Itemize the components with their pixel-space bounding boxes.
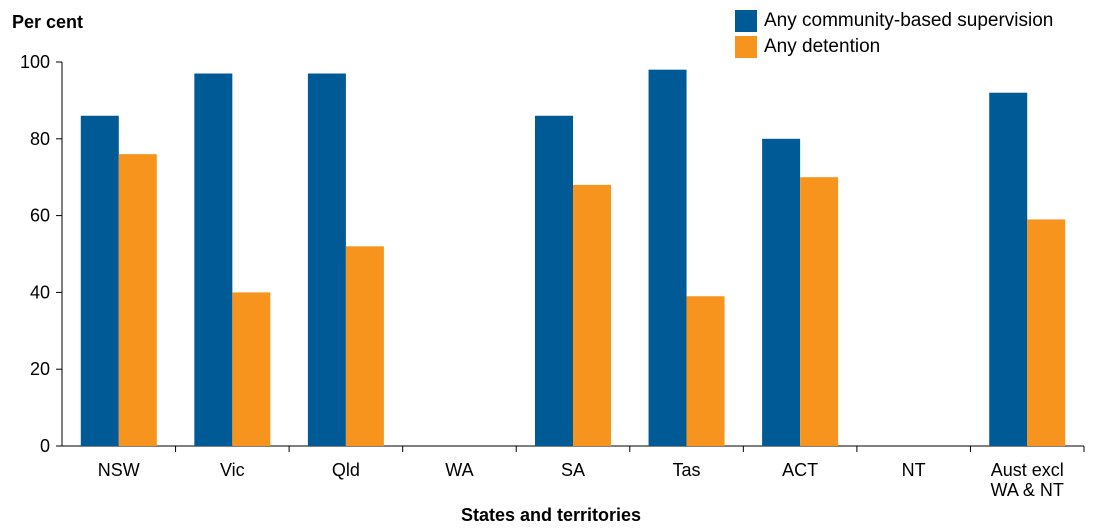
x-tick-label: NSW	[98, 460, 140, 480]
legend-label-community: Any community-based supervision	[764, 10, 1054, 31]
bar-detention	[232, 292, 271, 446]
x-tick-label: ACT	[782, 460, 818, 480]
x-tick-label: WA	[445, 460, 473, 480]
bar-detention	[345, 246, 384, 446]
bar-community	[80, 115, 119, 446]
bar-detention	[573, 184, 611, 446]
bar-detention	[800, 177, 839, 446]
x-axis-title: States and territories	[460, 505, 642, 525]
x-tick-label: Tas	[673, 460, 701, 480]
bar-community	[648, 69, 687, 447]
bar-community	[194, 73, 233, 447]
y-tick-label: 20	[30, 359, 50, 379]
bar-detention	[1027, 219, 1066, 446]
y-tick-label: 0	[40, 436, 50, 456]
legend: Any community-based supervision Any dete…	[735, 8, 1053, 60]
y-tick-label: 40	[30, 282, 50, 302]
x-tick-label: NT	[902, 460, 926, 480]
legend-swatch-community	[735, 10, 757, 32]
y-axis-title: Per cent	[12, 12, 84, 32]
legend-item-detention: Any detention	[735, 34, 1053, 60]
bar-detention	[686, 296, 725, 446]
legend-swatch-detention	[735, 36, 757, 58]
y-tick-label: 60	[30, 206, 50, 226]
bar-community	[307, 73, 346, 447]
bar-community	[762, 138, 801, 447]
x-tick-label: WA & NT	[991, 480, 1064, 500]
legend-item-community: Any community-based supervision	[735, 8, 1053, 34]
x-tick-label: SA	[561, 460, 585, 480]
bar-community	[989, 92, 1028, 446]
x-tick-label: Aust excl	[991, 460, 1064, 480]
bar-community	[535, 115, 573, 446]
y-tick-label: 80	[30, 129, 50, 149]
legend-label-detention: Any detention	[764, 36, 881, 57]
bar-detention	[118, 154, 157, 446]
x-tick-label: Vic	[220, 460, 245, 480]
y-tick-label: 100	[20, 52, 50, 72]
x-tick-label: Qld	[332, 460, 360, 480]
